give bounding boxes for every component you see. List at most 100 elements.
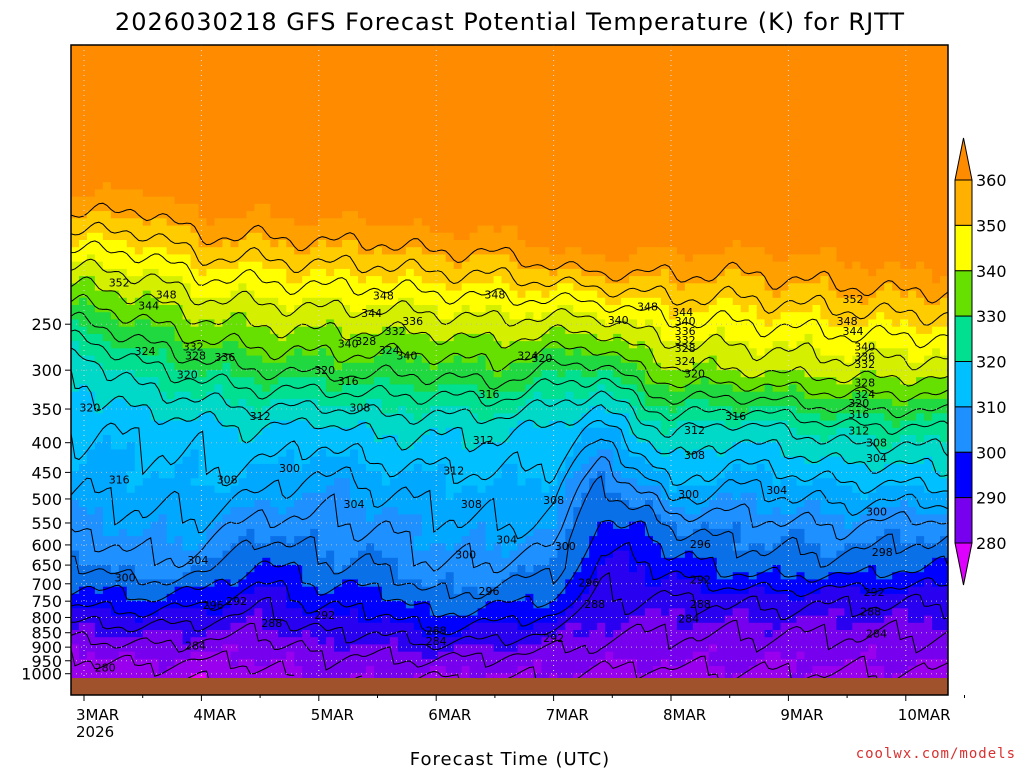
field-cell (118, 326, 128, 335)
field-cell (397, 521, 407, 530)
field-cell (142, 333, 152, 342)
field-cell (86, 471, 96, 479)
field-cell (118, 442, 128, 450)
field-cell (134, 601, 144, 609)
field-cell (150, 536, 160, 544)
field-cell (485, 514, 495, 523)
field-cell (150, 117, 160, 125)
field-cell (350, 189, 359, 198)
field-cell (286, 312, 295, 320)
field-cell (166, 268, 176, 277)
field-cell (238, 528, 247, 537)
field-cell (326, 203, 335, 212)
field-cell (126, 218, 136, 227)
field-cell (246, 644, 255, 653)
field-cell (174, 391, 184, 400)
field-cell (493, 593, 503, 602)
field-cell (302, 435, 311, 443)
field-cell (222, 398, 232, 407)
field-cell (214, 261, 224, 270)
field-cell (334, 268, 343, 277)
field-cell (437, 384, 447, 393)
field-cell (397, 153, 407, 162)
field-cell (413, 644, 423, 653)
field-cell (429, 341, 439, 349)
field-cell (262, 622, 271, 631)
field-cell (71, 435, 80, 443)
field-cell (493, 160, 503, 169)
field-cell (477, 550, 487, 559)
field-cell (429, 45, 439, 53)
field-cell (302, 268, 311, 277)
field-cell (405, 550, 415, 559)
field-cell (206, 601, 216, 609)
field-cell (469, 146, 479, 154)
field-cell (214, 644, 224, 653)
field-cell (150, 131, 160, 140)
field-cell (190, 406, 200, 414)
field-cell (493, 406, 503, 414)
field-cell (302, 131, 311, 140)
field-cell (230, 377, 240, 385)
field-cell (206, 427, 216, 436)
field-cell (397, 110, 407, 118)
field-cell (405, 146, 415, 154)
field-cell (413, 52, 423, 60)
field-cell (286, 377, 295, 385)
field-cell (94, 442, 104, 450)
field-cell (286, 637, 295, 645)
field-cell (461, 550, 471, 559)
field-cell (334, 153, 343, 162)
field-cell (102, 45, 112, 53)
field-cell (294, 45, 303, 53)
field-cell (493, 247, 503, 255)
field-cell (134, 572, 144, 580)
field-cell (453, 377, 463, 385)
field-cell (206, 593, 216, 602)
field-cell (366, 471, 375, 479)
field-cell (214, 160, 224, 169)
field-cell (174, 456, 184, 465)
field-cell (254, 247, 263, 255)
field-cell (445, 268, 455, 277)
field-cell (166, 391, 176, 400)
field-cell (214, 572, 224, 580)
field-cell (94, 528, 104, 537)
field-cell (142, 420, 152, 429)
field-cell (358, 579, 367, 588)
field-cell (230, 59, 240, 68)
field-cell (166, 456, 176, 465)
field-cell (413, 45, 423, 53)
field-cell (334, 203, 343, 212)
field-cell (326, 398, 335, 407)
field-cell (310, 500, 319, 508)
field-cell (214, 218, 224, 227)
field-cell (485, 81, 495, 89)
field-cell (174, 622, 184, 631)
field-cell (142, 261, 152, 270)
field-cell (485, 572, 495, 580)
field-cell (334, 471, 343, 479)
field-cell (318, 45, 327, 53)
field-cell (493, 384, 503, 393)
field-cell (126, 225, 136, 234)
field-cell (158, 492, 168, 501)
field-cell (182, 189, 192, 198)
field-cell (190, 543, 200, 552)
field-cell (302, 478, 311, 487)
field-cell (230, 225, 240, 234)
field-cell (405, 312, 415, 320)
field-cell (182, 615, 192, 624)
field-cell (358, 500, 367, 508)
field-cell (493, 254, 503, 263)
field-cell (118, 471, 128, 479)
field-cell (445, 579, 455, 588)
field-cell (461, 203, 471, 212)
field-cell (102, 261, 112, 270)
field-cell (437, 59, 447, 68)
field-cell (477, 348, 487, 357)
field-cell (381, 283, 391, 292)
field-cell (286, 456, 295, 465)
field-cell (198, 673, 208, 682)
field-cell (294, 593, 303, 602)
